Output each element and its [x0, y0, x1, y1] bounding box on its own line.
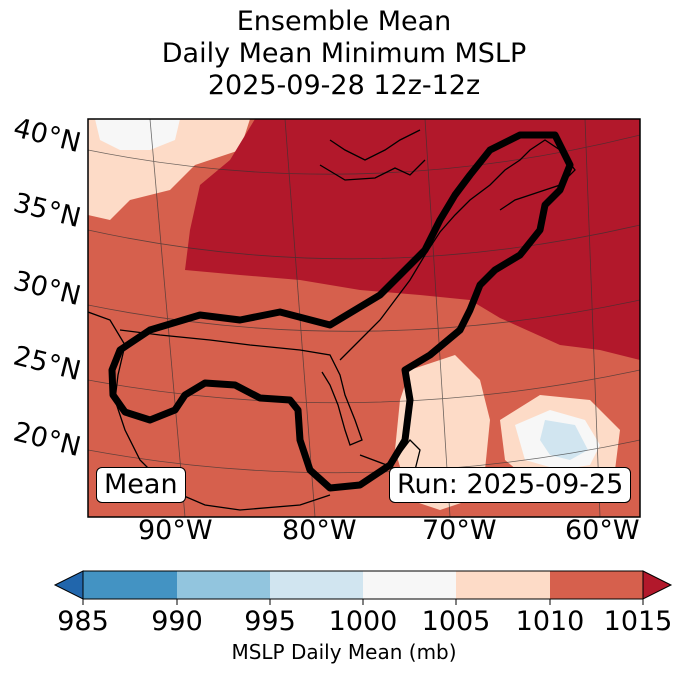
colorbar-tick-995: 995: [244, 606, 296, 637]
run-label: Run: 2025-09-25: [389, 467, 632, 503]
colorbar-tick-1000: 1000: [328, 606, 398, 637]
title-line-3: 2025-09-28 12z-12z: [207, 70, 481, 101]
colorbar-label: MSLP Daily Mean (mb): [231, 640, 457, 664]
colorbar-extend-low: [53, 570, 84, 600]
colorbar-tick-985: 985: [57, 606, 109, 637]
lon-label-90: 90°W: [138, 515, 213, 546]
map-field: [88, 119, 640, 517]
colorbar-bin-995-1000: [270, 571, 363, 599]
lon-label-60: 60°W: [565, 515, 640, 546]
field-990-995: [540, 420, 588, 460]
title-line-1: Ensemble Mean: [236, 6, 452, 37]
colorbar-bin-990-995: [177, 571, 270, 599]
colorbar-tick-1015: 1015: [603, 606, 673, 637]
lon-label-80: 80°W: [282, 515, 357, 546]
title-line-2: Daily Mean Minimum MSLP: [161, 38, 527, 69]
lon-label-70: 70°W: [422, 515, 497, 546]
colorbar-tick-1010: 1010: [515, 606, 585, 637]
colorbar-bin-1005-1010: [456, 571, 550, 599]
colorbar-tick-1005: 1005: [421, 606, 491, 637]
colorbar-bin-985-990: [83, 571, 177, 599]
field-1010-1015: [185, 119, 640, 360]
field-995-1000-nw: [95, 119, 180, 150]
colorbar-tick-990: 990: [151, 606, 203, 637]
colorbar-ticks: [82, 599, 644, 605]
colorbar-bin-1010-1015: [550, 571, 643, 599]
colorbar: [53, 570, 673, 605]
map-frame: [87, 118, 641, 518]
colorbar-extend-high: [642, 570, 673, 600]
mean-label: Mean: [96, 467, 186, 503]
colorbar-bin-1000-1005: [363, 571, 456, 599]
ensemble-outline: [108, 131, 574, 492]
